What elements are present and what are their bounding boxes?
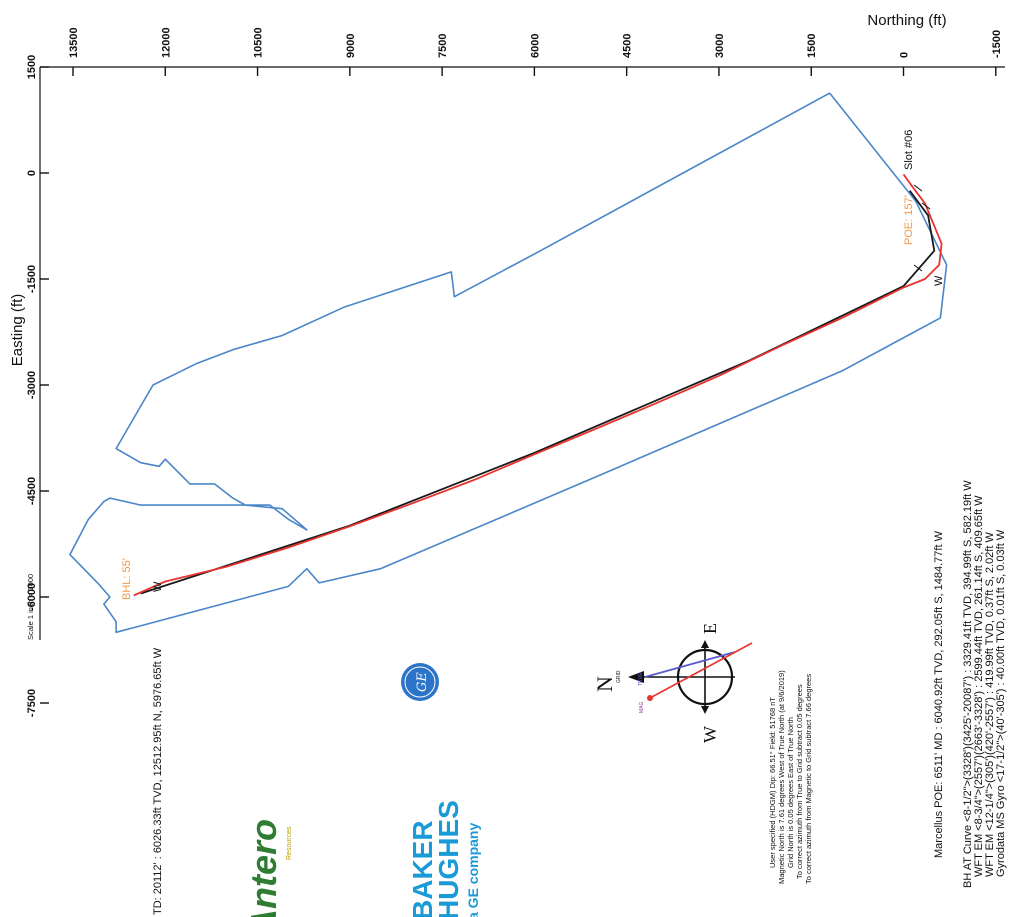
planned-wellbore-line [140, 190, 936, 595]
casing-annotations: BH AT Curve <8-1/2">(3328')(3425'-20087'… [962, 480, 1007, 888]
bh-logo-line2: HUGHES [433, 800, 464, 917]
antero-logo-text: Antero [243, 819, 284, 917]
northing-tick-label: 3000 [714, 34, 726, 58]
mag-line: To correct azimuth from True to Grid sub… [795, 684, 804, 879]
northing-tick-label: 10500 [253, 27, 265, 58]
ge-logo-circle [401, 663, 439, 701]
easting-tick-label: -4500 [26, 477, 38, 505]
baker-hughes-logo: BAKER HUGHES a GE company [407, 800, 481, 917]
northing-tick-label: 6000 [529, 34, 541, 58]
northing-tick-label: 7500 [437, 34, 449, 58]
ge-logo: GE [401, 663, 439, 701]
compass-east-tick-icon [701, 640, 709, 648]
easting-tick-label: -6000 [26, 583, 38, 611]
bhl-label: BHL: 55' [121, 558, 133, 600]
compass-true-label: TRUE [638, 672, 644, 686]
compass-east-label: E [700, 623, 720, 634]
northing-tick-label: 13500 [68, 27, 80, 58]
easting-tick-label: -1500 [26, 265, 38, 293]
mag-line: To correct azimuth from Magnetic to Grid… [804, 674, 813, 884]
mag-line: Magnetic North is 7.61 degrees West of T… [777, 670, 786, 884]
true-north-line [644, 651, 736, 678]
compass-west-label: W [700, 726, 720, 743]
northing-tick-label: 12000 [160, 27, 172, 58]
easting-tick-label: -7500 [26, 689, 38, 717]
north-arrow-compass: N GRID E W TRUE MAG [592, 623, 753, 743]
lease-boundary-line [69, 92, 948, 634]
bh-logo-line1: BAKER [407, 820, 438, 917]
casing-line: WFT EM <12-1/4">(305')(420'-2557') : 419… [984, 532, 996, 877]
antero-logo-subtitle: Resources [286, 826, 293, 860]
magnetic-north-line [649, 642, 753, 699]
series-layer [69, 92, 948, 634]
northing-tick-label: 0 [899, 52, 911, 58]
bh-logo-line3: a GE company [465, 823, 481, 917]
northing-tick-label: 9000 [345, 34, 357, 58]
mag-line: Grid North is 0.05 degrees East of True … [786, 717, 795, 868]
actual-wellbore-line [133, 173, 943, 597]
ge-logo-ring [404, 666, 436, 698]
northing-ticks: 13500 12000 10500 9000 7500 6000 4500 3000 1500 0… [68, 27, 1003, 76]
northing-tick-label: -1500 [991, 30, 1003, 58]
easting-axis-title: Easting (ft) [9, 294, 26, 367]
north-arrowhead-icon [628, 671, 644, 683]
northing-tick-label: 4500 [622, 34, 634, 58]
poe-w-label: W [933, 275, 945, 286]
trajectory-markers [913, 184, 931, 272]
slot-label: Slot #06 [903, 130, 915, 170]
casing-line: BH AT Curve <8-1/2">(3328')(3425'-20087'… [962, 480, 974, 888]
northing-tick-label: 1500 [806, 34, 818, 58]
casing-line: Gyrodata MS Gyro <17-1/2">(40'-305') : 4… [995, 529, 1007, 877]
marker [913, 264, 923, 272]
easting-tick-label: -3000 [26, 371, 38, 399]
bhl-w-label: W [152, 581, 164, 592]
casing-line: WFT EM <8-3/4">(2557')(2663'-3328') : 25… [973, 495, 985, 877]
northing-axis-title: Northing (ft) [867, 12, 946, 29]
compass-north-label: N [592, 676, 617, 692]
magnetic-info: User specified (HDGM) Dip: 66.51° Field:… [768, 670, 813, 884]
marker [921, 202, 931, 210]
antero-logo: Antero Resources [243, 819, 293, 917]
easting-tick-label: 0 [26, 170, 38, 176]
compass-grid-label: GRID [616, 670, 622, 683]
poe-label: POE: 157' [903, 195, 915, 245]
easting-tick-label: 1500 [26, 55, 38, 79]
marcellus-annotation: Marcellus POE: 6511' MD : 6040.92ft TVD,… [933, 530, 945, 858]
scale-label: Scale 1 inch = 3000 [26, 574, 35, 640]
compass-west-tick-icon [701, 706, 709, 714]
ge-logo-text: GE [415, 672, 430, 692]
mag-line: User specified (HDGM) Dip: 66.51° Field:… [768, 697, 777, 868]
marker [913, 184, 923, 192]
magnetic-north-dot-icon [647, 695, 653, 701]
td-annotation: TD: 20112' : 6026.33ft TVD, 12512.95ft N… [152, 647, 164, 915]
compass-mag-label: MAG [639, 702, 645, 714]
easting-ticks: 1500 0 -1500 -3000 -4500 -6000 -7500 [26, 55, 49, 717]
